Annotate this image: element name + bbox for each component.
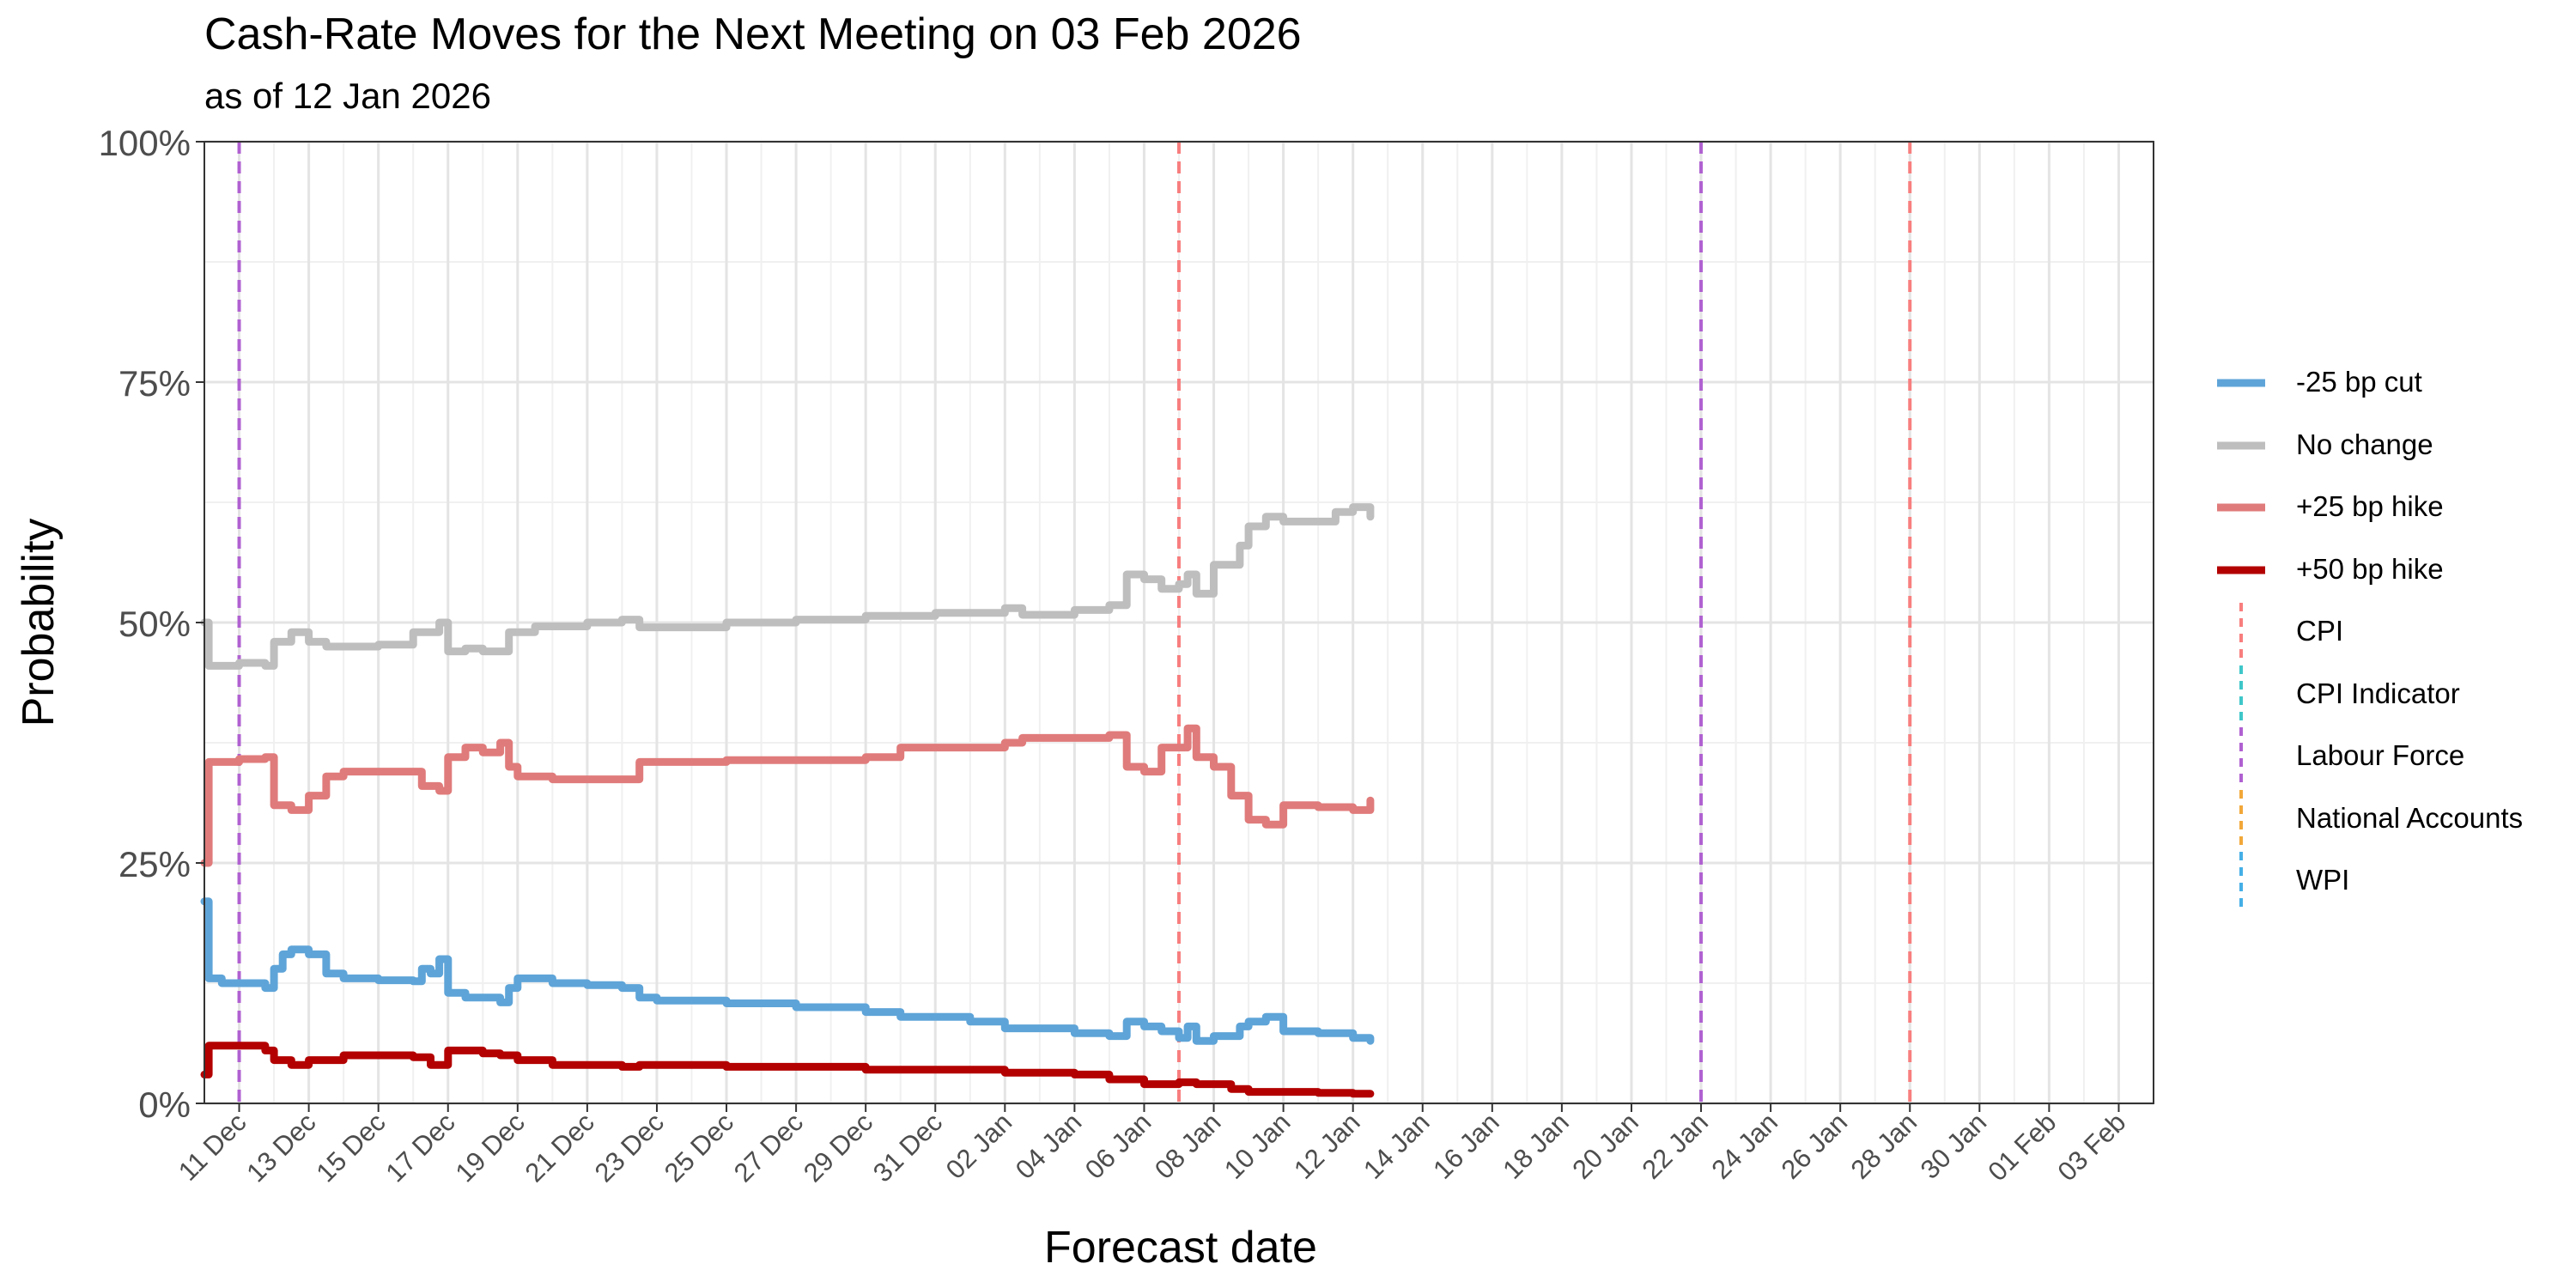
legend-key — [2217, 503, 2265, 512]
x-tick-label: 24 Jan — [1705, 1107, 1783, 1185]
legend-key — [2239, 665, 2243, 724]
x-tick-label: 28 Jan — [1845, 1107, 1923, 1185]
legend-key — [2239, 789, 2243, 848]
legend-label: No change — [2296, 428, 2433, 460]
x-tick-label: 15 Dec — [310, 1107, 391, 1188]
legend-label: -25 bp cut — [2296, 366, 2422, 398]
chart-subtitle: as of 12 Jan 2026 — [204, 76, 491, 116]
series-lines — [200, 503, 1375, 1098]
legend-key — [2239, 852, 2243, 910]
legend-label: CPI — [2296, 615, 2344, 647]
x-axis-title: Forecast date — [1044, 1223, 1317, 1273]
legend-key — [2239, 727, 2243, 786]
x-tick-label: 27 Dec — [728, 1107, 809, 1188]
x-tick-label: 03 Feb — [2051, 1107, 2131, 1187]
x-tick-label: 31 Dec — [867, 1107, 948, 1188]
legend-key — [2217, 379, 2265, 387]
y-tick-label: 25% — [118, 844, 191, 884]
y-tick-label: 50% — [118, 604, 191, 644]
series-line — [200, 1042, 1375, 1098]
x-tick-label: 21 Dec — [519, 1107, 600, 1188]
legend-key — [2217, 441, 2265, 449]
legend-label: WPI — [2296, 864, 2350, 896]
x-tick-label: 19 Dec — [450, 1107, 531, 1188]
x-tick-label: 29 Dec — [798, 1107, 878, 1188]
x-tick-label: 12 Jan — [1288, 1107, 1366, 1185]
x-tick-label: 23 Dec — [589, 1107, 670, 1188]
x-tick-label: 02 Jan — [940, 1107, 1018, 1185]
x-tick-label: 01 Feb — [1982, 1107, 2062, 1187]
x-tick-label: 08 Jan — [1149, 1107, 1227, 1185]
legend-label: +25 bp hike — [2296, 490, 2444, 522]
x-tick-label: 10 Jan — [1218, 1107, 1297, 1185]
event-lines — [237, 142, 1912, 1103]
series-line — [200, 503, 1375, 670]
y-tick-label: 0% — [138, 1084, 191, 1125]
y-axis-title: Probability — [14, 519, 64, 727]
x-tick-label: 16 Jan — [1427, 1107, 1505, 1185]
legend-label: National Accounts — [2296, 801, 2524, 834]
x-tick-label: 06 Jan — [1079, 1107, 1157, 1185]
x-tick-label: 17 Dec — [380, 1107, 460, 1188]
series-line — [200, 897, 1375, 1045]
x-tick-label: 22 Jan — [1636, 1107, 1714, 1185]
y-tick-label: 75% — [118, 363, 191, 404]
x-tick-label: 26 Jan — [1776, 1107, 1854, 1185]
x-tick-label: 14 Jan — [1358, 1107, 1436, 1185]
x-tick-label: 04 Jan — [1010, 1107, 1088, 1185]
legend-key — [2217, 566, 2265, 574]
chart-title: Cash-Rate Moves for the Next Meeting on … — [204, 9, 1302, 59]
legend-label: +50 bp hike — [2296, 552, 2444, 585]
legend-label: CPI Indicator — [2296, 677, 2460, 709]
x-tick-label: 30 Jan — [1915, 1107, 1993, 1185]
legend-key — [2239, 603, 2243, 661]
series-line — [200, 724, 1375, 867]
x-tick-label: 25 Dec — [659, 1107, 739, 1188]
legend-label: Labour Force — [2296, 739, 2465, 771]
x-tick-label: 18 Jan — [1497, 1107, 1575, 1185]
x-tick-label: 13 Dec — [240, 1107, 321, 1188]
y-tick-label: 100% — [99, 123, 191, 163]
x-tick-label: 20 Jan — [1566, 1107, 1644, 1185]
